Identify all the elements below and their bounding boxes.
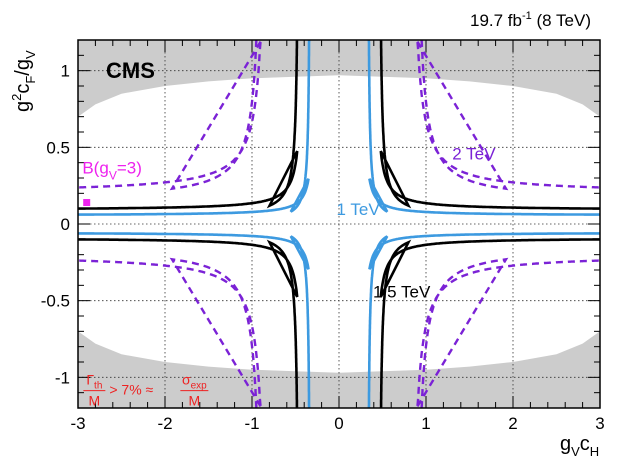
- y-tick-label: 1: [61, 62, 70, 81]
- width-den2: M: [189, 393, 201, 409]
- width-mid: > 7% ≈: [109, 382, 153, 398]
- width-num2: σexp: [182, 372, 207, 392]
- contour-label: 1.5 TeV: [373, 283, 431, 302]
- contour-2-tev: [78, 257, 264, 410]
- benchmark-label: B(gV=3): [82, 158, 142, 182]
- width-den1: M: [89, 393, 101, 409]
- luminosity-label: 19.7 fb-1 (8 TeV): [470, 10, 591, 30]
- contour-1-tev: [367, 40, 600, 216]
- contour-2-tev: [78, 38, 264, 191]
- contour-1.5-tev: [78, 238, 299, 409]
- width-annotation: Γth M > 7% ≈ σexp M: [83, 372, 209, 409]
- cms-label: CMS: [106, 58, 155, 83]
- x-tick-label: -1: [244, 414, 259, 433]
- ticks-layer: -3 -2 -1 0 1 2 3 -1 -0.5 0 0.5 1: [41, 39, 605, 433]
- x-axis-title: gVcH: [560, 433, 599, 459]
- excluded-region-bottom: [78, 331, 600, 408]
- y-tick-label: -0.5: [41, 292, 70, 311]
- contour-2-tev: [414, 38, 600, 191]
- y-axis-title: g2cF/gV: [9, 50, 38, 112]
- x-tick-label: 2: [508, 414, 517, 433]
- excluded-region-layer: [78, 40, 600, 408]
- x-tick-label: -2: [157, 414, 172, 433]
- contour-1.5-tev: [78, 39, 299, 210]
- contour-2-tev: [414, 257, 600, 410]
- contours-layer: 1 TeV 1.5 TeV 2 TeV: [78, 38, 600, 410]
- benchmark-marker: [83, 199, 91, 207]
- width-num1: Γth: [86, 372, 102, 392]
- x-tick-label: 3: [595, 414, 604, 433]
- x-tick-label: 0: [334, 414, 343, 433]
- contour-1-tev: [78, 232, 311, 408]
- contour-1.5-tev: [379, 238, 600, 409]
- contour-1-tev: [367, 232, 600, 408]
- y-tick-label: 0.5: [46, 138, 70, 157]
- contour-1-tev: [78, 40, 311, 216]
- y-tick-label: 0: [61, 215, 70, 234]
- contour-1.5-tev: [379, 39, 600, 210]
- x-tick-label: 1: [421, 414, 430, 433]
- contour-label: 2 TeV: [452, 145, 496, 164]
- excluded-region-top: [78, 40, 600, 117]
- x-tick-label: -3: [70, 414, 85, 433]
- y-tick-label: -1: [55, 368, 70, 387]
- contour-label: 1 TeV: [337, 200, 381, 219]
